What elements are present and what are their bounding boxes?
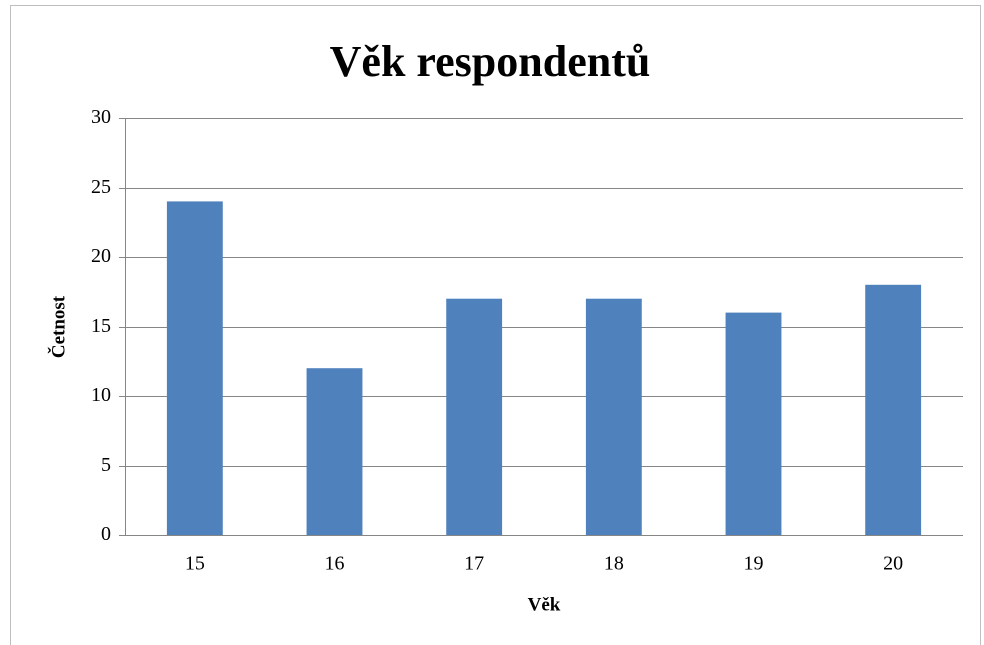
bar: [446, 298, 503, 535]
y-tick-label: 0: [101, 523, 111, 545]
x-axis-label: Věk: [528, 594, 561, 615]
x-tick-label: 15: [185, 553, 205, 575]
y-tick-label: 10: [91, 384, 111, 406]
y-tick-label: 30: [91, 106, 111, 128]
bar: [585, 298, 642, 535]
y-tick-label: 25: [91, 176, 111, 198]
x-tick-label: 16: [325, 553, 345, 575]
x-tick-label: 18: [604, 553, 624, 575]
bar: [865, 284, 922, 535]
bar: [725, 312, 782, 535]
y-tick-label: 15: [91, 315, 111, 337]
y-tick-label: 5: [101, 454, 111, 476]
bar: [306, 368, 363, 535]
y-axis-label: Četnost: [47, 295, 69, 358]
chart-title: Věk respondentů: [330, 37, 651, 86]
chart-border: [10, 5, 981, 645]
x-tick-label: 20: [883, 553, 903, 575]
y-tick-label: 20: [91, 245, 111, 267]
x-tick-label: 19: [744, 553, 764, 575]
bar: [166, 201, 223, 535]
x-tick-label: 17: [464, 553, 484, 575]
